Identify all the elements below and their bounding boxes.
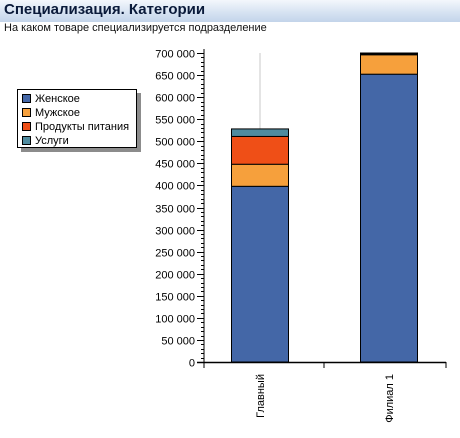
legend-item-zhenskoe: Женское xyxy=(22,93,80,106)
legend-label: Женское xyxy=(35,93,80,105)
bar-segment xyxy=(231,128,289,137)
report-header: Специализация. Категории xyxy=(0,0,460,22)
bar-segment xyxy=(360,52,418,55)
y-tick-label: 450 000 xyxy=(155,159,195,171)
y-tick-label: 500 000 xyxy=(155,137,195,149)
y-tick-label: 600 000 xyxy=(155,93,195,105)
y-tick-label: 650 000 xyxy=(155,71,195,83)
y-tick-label: 0 xyxy=(189,358,195,370)
bar-segment xyxy=(231,185,289,363)
y-tick-label: 100 000 xyxy=(155,314,195,326)
legend-swatch-icon xyxy=(22,94,31,103)
y-tick-label: 350 000 xyxy=(155,204,195,216)
y-tick-label: 250 000 xyxy=(155,248,195,260)
y-tick-label: 150 000 xyxy=(155,292,195,304)
legend-item-muzhskoe: Мужское xyxy=(22,107,80,120)
x-category-label: Главный xyxy=(255,374,267,418)
bar-segment xyxy=(231,135,289,165)
legend-label: Услуги xyxy=(35,135,69,147)
legend-swatch-icon xyxy=(22,136,31,145)
y-tick-label: 700 000 xyxy=(155,49,195,61)
y-tick-label: 550 000 xyxy=(155,115,195,127)
legend-item-produkty: Продукты питания xyxy=(22,121,129,134)
report-title: Специализация. Категории xyxy=(4,1,206,18)
y-tick-label: 300 000 xyxy=(155,226,195,238)
bar-segment xyxy=(360,73,418,363)
legend-label: Продукты питания xyxy=(35,121,130,133)
chart-legend: Женское Мужское Продукты питания Услуги xyxy=(17,89,137,148)
y-tick-label: 400 000 xyxy=(155,181,195,193)
legend-label: Мужское xyxy=(35,107,80,119)
legend-item-uslugi: Услуги xyxy=(22,135,69,148)
legend-swatch-icon xyxy=(22,122,31,131)
y-tick-label: 200 000 xyxy=(155,270,195,282)
report-subtitle: На каком товаре специализируется подразд… xyxy=(4,22,267,34)
x-category-label: Филиал 1 xyxy=(384,374,396,423)
legend-swatch-icon xyxy=(22,108,31,117)
bar-segment xyxy=(360,54,418,75)
y-tick-label: 50 000 xyxy=(161,336,195,348)
bar-segment xyxy=(231,163,289,187)
